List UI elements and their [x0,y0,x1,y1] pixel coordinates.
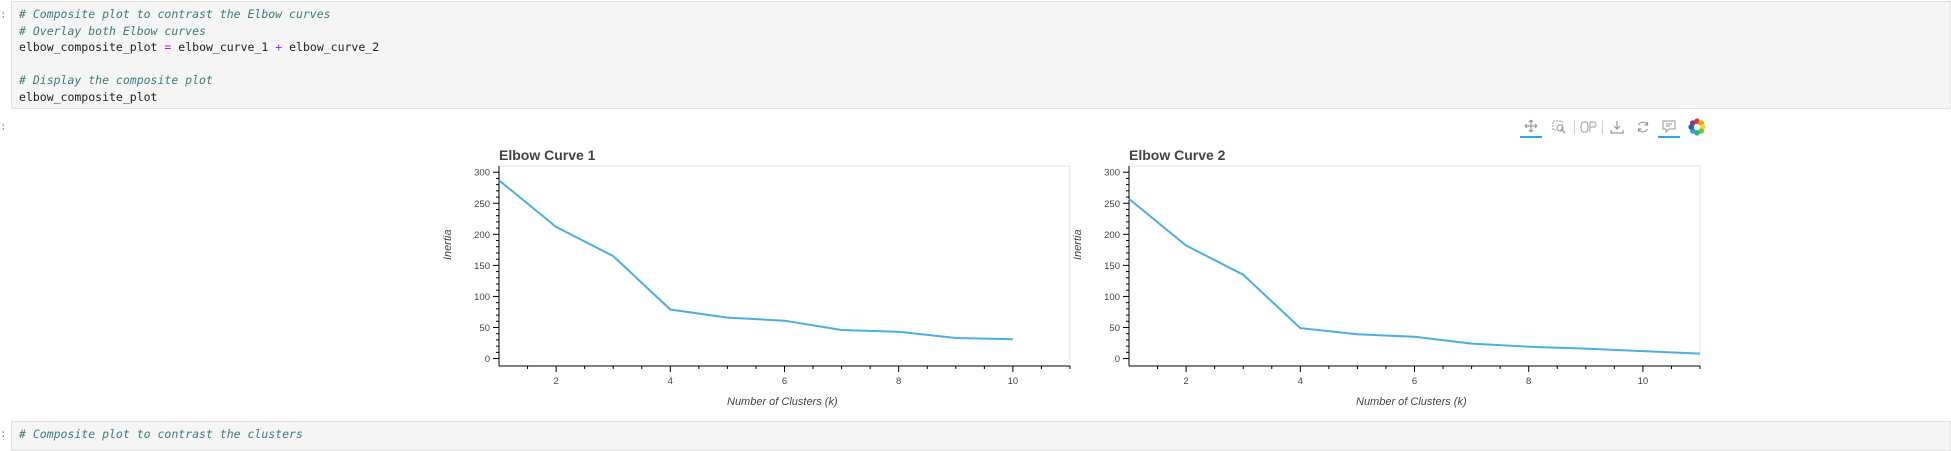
code-comment: # Composite plot to contrast the cluster… [19,427,303,441]
x-tick-label: 8 [896,376,901,387]
code-cell-composite-clusters[interactable]: # Composite plot to contrast the cluster… [11,421,1951,451]
data-point [1413,335,1417,339]
code-editor[interactable]: # Composite plot to contrast the cluster… [12,422,1950,443]
wheel-zoom-icon [1580,121,1597,133]
code-comment: # Composite plot to contrast the Elbow c… [19,7,331,21]
code-line: # Display the composite plot [19,72,1950,89]
y-axis-label: Inertia [1072,229,1084,260]
code-variable: elbow_curve_2 [289,40,380,54]
data-point [1298,326,1302,330]
y-tick-label: 250 [1104,199,1120,210]
x-axis-label: Number of Clusters (k) [727,396,838,408]
reset-tool-button[interactable] [1632,116,1654,138]
x-axis-label: Number of Clusters (k) [1356,396,1467,408]
data-point [1127,197,1131,201]
y-tick-label: 0 [485,354,490,365]
wheel-zoom-tool-button[interactable] [1578,116,1600,138]
data-point [725,316,729,320]
bokeh-logo-icon [1688,118,1706,136]
data-point [497,178,501,182]
x-tick-label: 2 [553,376,558,387]
data-point [1184,244,1188,248]
pan-icon [1524,119,1538,133]
y-tick-label: 100 [474,292,490,303]
data-point [1698,352,1702,356]
code-comment: # Display the composite plot [19,73,213,87]
code-operator: + [275,40,283,54]
data-point [1011,337,1015,341]
toolbar-separator [1574,120,1575,134]
toolbar-separator [1602,120,1603,134]
save-tool-button[interactable] [1606,116,1628,138]
y-tick-label: 300 [1104,168,1120,179]
data-point [1241,273,1245,277]
data-point [783,319,787,323]
x-tick-label: 2 [1183,376,1188,387]
y-tick-label: 0 [1115,354,1120,365]
data-point [1527,345,1531,349]
plot-frame [498,165,1071,367]
code-variable: elbow_composite_plot [19,40,158,54]
code-editor[interactable]: # Composite plot to contrast the Elbow c… [12,2,1950,105]
code-variable: elbow_curve_1 [178,40,269,54]
reset-icon [1637,121,1649,133]
box-zoom-icon [1552,120,1566,134]
x-tick-label: 8 [1526,376,1531,387]
output-prompt: : [0,120,7,133]
code-line: elbow_composite_plot = elbow_curve_1 + e… [19,39,1950,56]
y-tick-label: 250 [474,199,490,210]
y-tick-label: 100 [1104,292,1120,303]
data-point [1470,342,1474,346]
box-zoom-tool-button[interactable] [1548,116,1570,138]
x-tick-label: 4 [668,376,673,387]
save-icon [1610,121,1624,134]
y-tick-label: 300 [474,168,490,179]
data-point [954,336,958,340]
data-point [897,330,901,334]
y-axis-label: Inertia [442,229,454,260]
code-line: # Composite plot to contrast the Elbow c… [19,6,1950,23]
y-tick-label: 50 [1109,323,1120,334]
data-point [840,328,844,332]
code-line: # Overlay both Elbow curves [19,23,1950,40]
x-tick-label: 10 [1638,376,1649,387]
y-tick-label: 200 [474,230,490,241]
series-line [1128,198,1701,355]
data-point [1641,349,1645,353]
code-comment: # Overlay both Elbow curves [19,23,206,38]
x-tick-label: 6 [1412,376,1417,387]
elbow-curve-2-chart[interactable]: 0 50 100 150 200 250 300 2 4 6 8 10 [1070,162,1701,412]
chart-title: Elbow Curve 2 [1129,147,1226,163]
x-tick-label: 6 [782,376,787,387]
data-point [1355,332,1359,336]
code-cell-composite-elbow[interactable]: # Composite plot to contrast the Elbow c… [11,1,1951,109]
code-line: elbow_composite_plot [19,89,1950,106]
data-point [1584,347,1588,351]
series-line [498,179,1013,341]
code-operator: = [164,40,172,54]
y-tick-label: 200 [1104,230,1120,241]
hover-tool-button[interactable] [1658,116,1680,138]
x-tick-label: 10 [1008,376,1019,387]
hover-icon [1662,120,1676,133]
elbow-curve-1-chart[interactable]: 0 50 100 150 200 250 300 2 4 6 8 10 [440,162,1071,412]
chart-title: Elbow Curve 1 [499,147,596,163]
cell-prompt: : [0,8,7,21]
y-tick-label: 150 [474,261,490,272]
data-point [611,254,615,258]
data-point [668,307,672,311]
data-point [554,225,558,229]
x-tick-label: 4 [1298,376,1303,387]
y-tick-label: 150 [1104,261,1120,272]
pan-tool-button[interactable] [1520,116,1542,138]
code-text: elbow_composite_plot [19,89,158,104]
y-tick-label: 50 [479,323,490,334]
bokeh-logo[interactable] [1686,116,1708,138]
code-line [19,56,1950,73]
